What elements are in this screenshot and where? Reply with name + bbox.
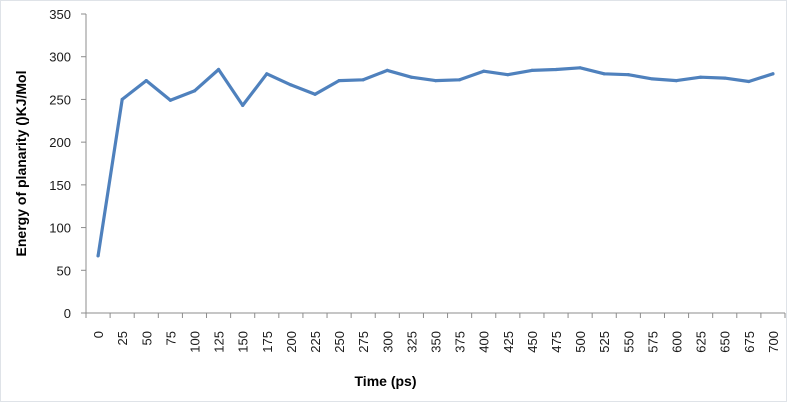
data-point xyxy=(192,89,197,93)
y-tick-label: 200 xyxy=(49,135,71,150)
data-point xyxy=(602,72,606,76)
data-point xyxy=(626,73,630,77)
data-point xyxy=(385,68,389,72)
data-point xyxy=(771,72,775,76)
data-point xyxy=(747,79,751,84)
x-tick-label: 175 xyxy=(260,331,275,353)
x-tick-label: 350 xyxy=(429,331,444,353)
x-axis: 0 25 50 75 100 125 150 175 200 225 250 275 300 325 350… xyxy=(85,312,786,353)
y-tick-label: 250 xyxy=(49,92,71,107)
x-tick-label: 550 xyxy=(621,331,636,353)
data-point xyxy=(433,79,438,83)
x-tick-label: 450 xyxy=(525,331,540,353)
data-point xyxy=(530,68,534,72)
y-axis-title: Energy of planarity ()KJ/Mol xyxy=(13,71,29,257)
y-tick-label: 350 xyxy=(49,7,71,22)
x-axis-title: Time (ps) xyxy=(355,373,417,389)
data-point xyxy=(216,67,221,72)
x-tick-label: 575 xyxy=(645,331,660,353)
data-point xyxy=(699,75,703,79)
data-point xyxy=(650,77,655,81)
series-line xyxy=(96,66,775,258)
y-tick-label: 150 xyxy=(49,178,71,193)
x-tick-label: 225 xyxy=(308,331,323,353)
x-tick-label: 600 xyxy=(670,331,685,353)
data-point xyxy=(723,76,727,80)
x-tick-label: 625 xyxy=(694,331,709,353)
y-tick-label: 0 xyxy=(64,306,71,321)
y-axis: 0 50 100 150 200 250 300 350 xyxy=(49,7,87,321)
y-tick-label: 100 xyxy=(49,221,71,236)
x-tick-label: 0 xyxy=(91,331,106,338)
data-point xyxy=(361,78,365,82)
y-tick-label: 300 xyxy=(49,50,71,65)
x-tick-label: 75 xyxy=(163,331,178,345)
x-tick-label: 525 xyxy=(597,331,612,353)
data-point xyxy=(120,97,124,102)
x-tick-label: 275 xyxy=(356,331,371,353)
x-tick-label: 425 xyxy=(501,331,516,353)
data-point xyxy=(674,79,679,83)
x-tick-label: 300 xyxy=(380,331,395,353)
data-point xyxy=(409,75,413,79)
x-tick-label: 100 xyxy=(187,331,202,353)
x-tick-label: 25 xyxy=(115,331,130,345)
data-point xyxy=(458,78,462,82)
x-tick-label: 200 xyxy=(284,331,299,353)
series xyxy=(96,66,775,258)
x-tick-label: 700 xyxy=(766,331,781,353)
y-tick-label: 50 xyxy=(57,263,71,278)
x-tick-label: 325 xyxy=(404,331,419,353)
x-tick-label: 500 xyxy=(573,331,588,353)
data-point xyxy=(506,73,510,77)
x-tick-label: 50 xyxy=(139,331,154,345)
x-tick-label: 125 xyxy=(212,331,227,353)
data-point xyxy=(289,83,293,87)
x-tick-label: 250 xyxy=(332,331,347,353)
data-point xyxy=(96,254,100,258)
data-point xyxy=(578,66,582,70)
x-tick-label: 375 xyxy=(453,331,468,353)
data-point xyxy=(144,79,148,83)
x-tick-label: 150 xyxy=(236,331,251,353)
data-point xyxy=(241,103,245,108)
data-point xyxy=(313,92,317,96)
data-point xyxy=(554,67,558,72)
x-tick-label: 675 xyxy=(742,331,757,353)
data-point xyxy=(265,72,269,76)
data-point xyxy=(337,79,341,83)
data-point xyxy=(168,98,172,102)
data-point xyxy=(482,69,486,73)
x-tick-label: 475 xyxy=(549,331,564,353)
x-tick-label: 400 xyxy=(477,331,492,353)
x-tick-label: 650 xyxy=(718,331,733,353)
